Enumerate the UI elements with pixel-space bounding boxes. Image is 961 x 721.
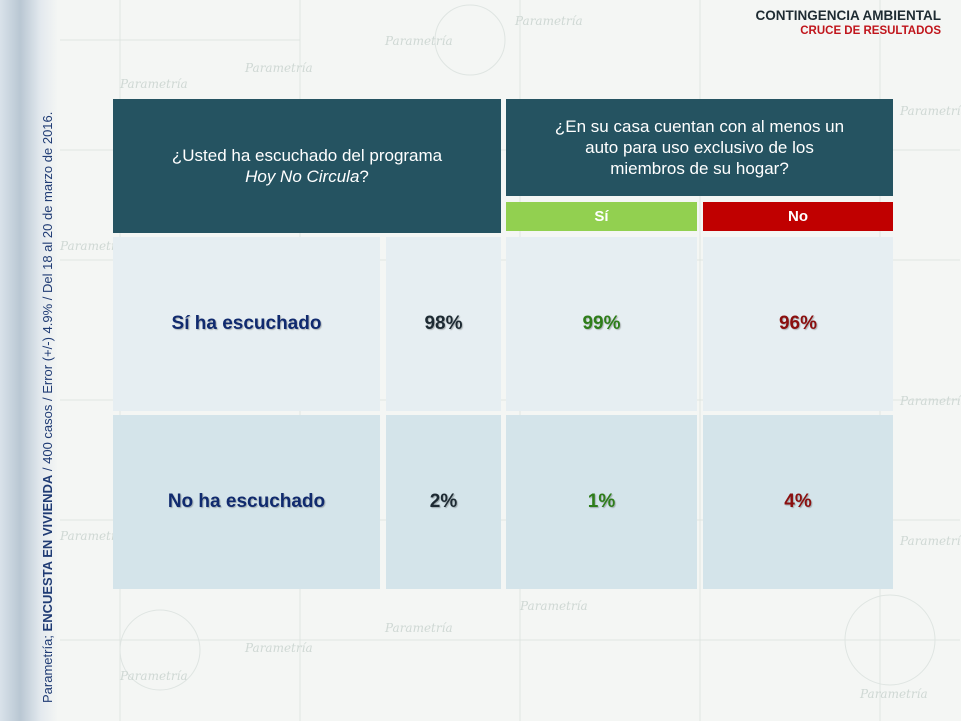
cell-si-ha-escuchado-no: 96% (703, 237, 893, 411)
program-name: Hoy No Circula (245, 167, 360, 186)
watermark-text: Parametría (384, 34, 453, 48)
title-block: CONTINGENCIA AMBIENTAL CRUCE DE RESULTAD… (756, 8, 942, 37)
watermark-text: Parametría (59, 239, 128, 253)
watermark-text: Parametría (899, 104, 961, 118)
question-right-header: ¿En su casa cuentan con al menos un auto… (506, 99, 893, 196)
watermark-text: Parametría (519, 599, 588, 613)
question-right-text: ¿En su casa cuentan con al menos un auto… (554, 117, 845, 178)
watermark-text: Parametría (244, 641, 313, 655)
row-label-no-ha-escuchado: No ha escuchado (113, 415, 380, 589)
survey-methodology-note: Parametría; ENCUESTA EN VIVIENDA / 400 c… (40, 111, 55, 703)
row-total-si-ha-escuchado: 98% (386, 237, 501, 411)
question-left-header: ¿Usted ha escuchado del programa Hoy No … (113, 99, 501, 233)
watermark-text: Parametría (119, 669, 188, 683)
watermark-text: Parametría (859, 687, 928, 701)
watermark-text: Parametría (899, 534, 961, 548)
row-label-si-ha-escuchado: Sí ha escuchado (113, 237, 380, 411)
cell-no-ha-escuchado-no: 4% (703, 415, 893, 589)
row-total-no-ha-escuchado: 2% (386, 415, 501, 589)
cell-no-ha-escuchado-si: 1% (506, 415, 697, 589)
column-header-no: No (703, 202, 893, 231)
decorative-side-strip (0, 0, 58, 721)
watermark-text: Parametría (244, 61, 313, 75)
column-header-si: Sí (506, 202, 697, 231)
watermark-text: Parametría (514, 14, 583, 28)
cell-si-ha-escuchado-si: 99% (506, 237, 697, 411)
page-subtitle: CRUCE DE RESULTADOS (800, 25, 941, 37)
watermark-text: Parametría (59, 529, 128, 543)
page-title: CONTINGENCIA AMBIENTAL (755, 8, 942, 23)
watermark-text: Parametría (899, 394, 961, 408)
watermark-text: Parametría (384, 621, 453, 635)
question-left-text: ¿Usted ha escuchado del programa (171, 146, 443, 165)
watermark-text: Parametría (119, 77, 188, 91)
